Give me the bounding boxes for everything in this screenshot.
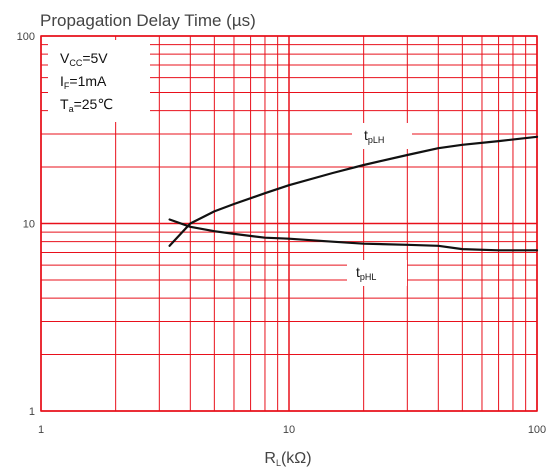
series-label-tphl-symbol: t [356, 264, 360, 280]
y-tick-label: 10 [23, 219, 35, 231]
condition-ta-symbol: T [60, 96, 69, 112]
condition-vcc: VCC=5V [60, 50, 108, 68]
series-line-tplh [168, 135, 539, 247]
condition-if-symbol: I [60, 73, 64, 89]
series-label-tphl-subscript: pHL [360, 272, 377, 282]
series-lines [168, 135, 539, 252]
chart-title: Propagation Delay Time (µs) [40, 11, 256, 30]
series-label-box-tphl [347, 260, 407, 286]
condition-ta-subscript: a [69, 104, 74, 114]
series-label-tplh-symbol: t [364, 127, 368, 143]
x-tick-label: 100 [528, 424, 546, 436]
series-label-box-tplh [352, 123, 412, 149]
y-tick-label: 1 [29, 406, 35, 418]
x-axis-label-unit: (kΩ) [281, 450, 312, 467]
conditions-box [48, 40, 138, 122]
condition-vcc-symbol: V [60, 50, 70, 66]
condition-if: IF=1mA [60, 73, 107, 91]
x-axis-label: RL(kΩ) [264, 450, 311, 468]
series-label-tplh-subscript: pLH [368, 135, 385, 145]
conditions-box [138, 40, 150, 112]
series-label-tphl: tpHL [356, 264, 376, 282]
y-tick-label: 100 [17, 31, 35, 43]
condition-ta-value: =25℃ [74, 96, 113, 112]
x-tick-label: 10 [283, 424, 295, 436]
x-axis-label-subscript: L [276, 458, 281, 468]
x-axis-label-symbol: R [264, 450, 276, 467]
plot-frame [40, 35, 538, 412]
series-line-tphl [168, 218, 539, 252]
x-tick-label: 1 [38, 424, 44, 436]
condition-if-subscript: F [64, 81, 70, 91]
series-label-tplh: tpLH [364, 127, 384, 145]
condition-if-value: =1mA [69, 73, 107, 89]
condition-vcc-value: =5V [82, 50, 108, 66]
condition-ta: Ta=25℃ [60, 96, 113, 114]
x-axis-ticks: 1 10 100 [38, 424, 546, 436]
y-axis-ticks: 1 10 100 [17, 31, 35, 418]
condition-vcc-subscript: CC [69, 58, 82, 68]
